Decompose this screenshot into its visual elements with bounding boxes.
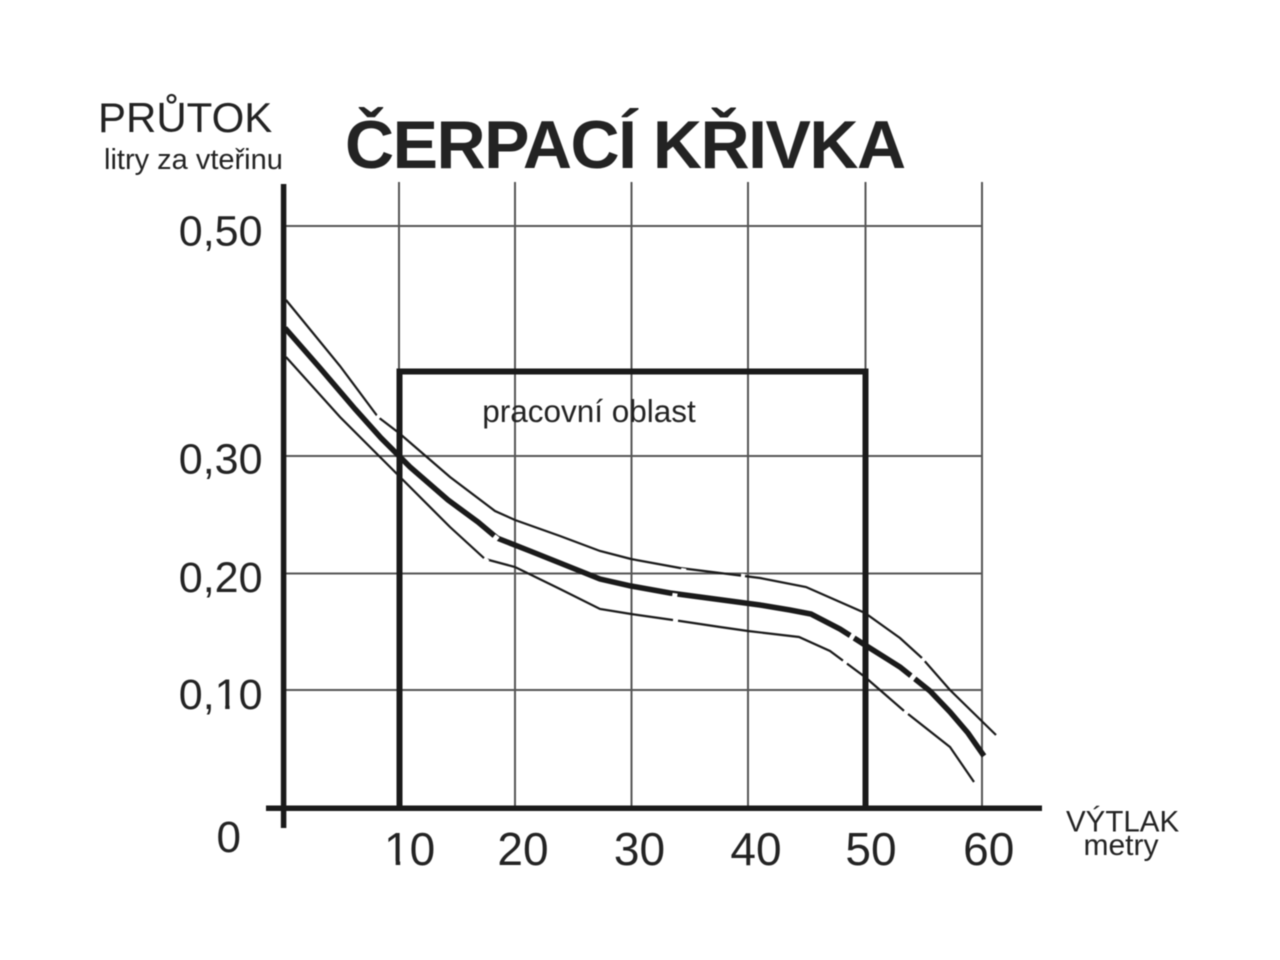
- svg-text:0,20: 0,20: [179, 554, 263, 602]
- svg-text:60: 60: [963, 823, 1014, 875]
- svg-text:0,10: 0,10: [179, 671, 263, 719]
- svg-text:VÝTLAK: VÝTLAK: [1066, 805, 1179, 838]
- svg-text:50: 50: [845, 823, 896, 875]
- svg-text:30: 30: [614, 823, 665, 875]
- svg-text:0,30: 0,30: [179, 436, 263, 484]
- svg-text:litry za vteřinu: litry za vteřinu: [104, 144, 283, 176]
- svg-text:40: 40: [730, 823, 781, 875]
- svg-text:pracovní oblast: pracovní oblast: [482, 393, 696, 429]
- svg-text:metry: metry: [1084, 829, 1159, 862]
- svg-text:PRŮTOK: PRŮTOK: [98, 92, 272, 141]
- svg-text:0,50: 0,50: [179, 208, 263, 256]
- svg-text:10: 10: [384, 823, 435, 875]
- svg-text:20: 20: [497, 823, 548, 875]
- svg-text:0: 0: [217, 813, 241, 862]
- svg-text:ČERPACÍ KŘIVKA: ČERPACÍ KŘIVKA: [345, 106, 905, 183]
